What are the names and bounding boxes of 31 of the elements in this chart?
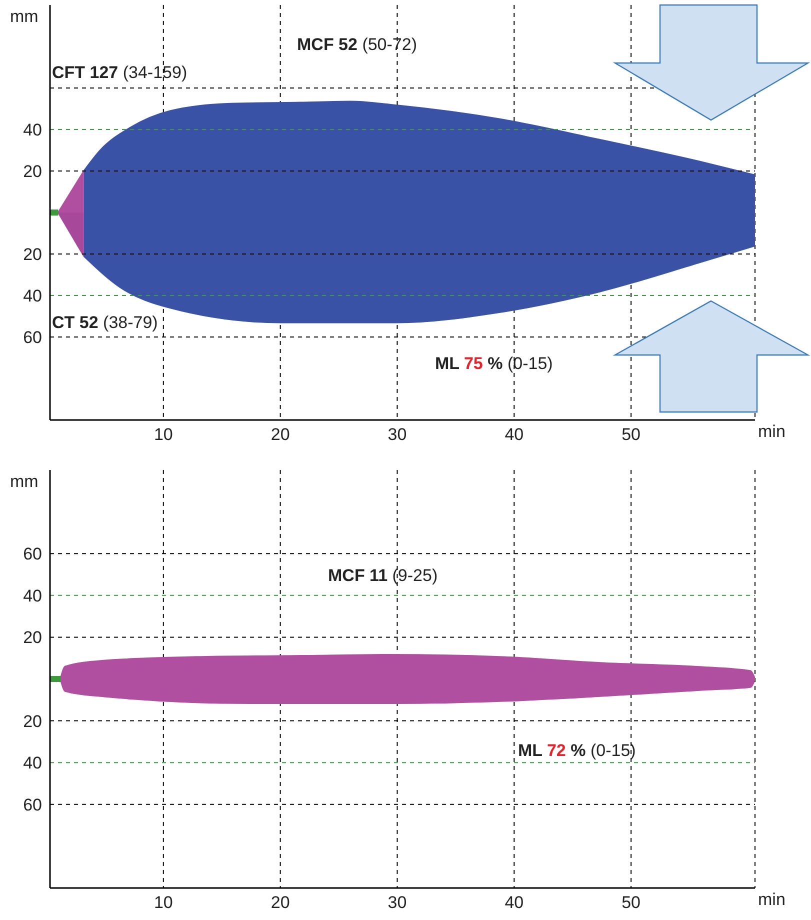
y-tick-label: 60 bbox=[23, 544, 42, 564]
x-tick-label: 30 bbox=[388, 425, 407, 444]
y-tick-label: 20 bbox=[23, 162, 42, 182]
annotation: CT 52 (38-79) bbox=[52, 312, 158, 334]
y-tick-label: 20 bbox=[23, 245, 42, 264]
x-tick-label: 20 bbox=[270, 893, 290, 912]
x-tick-label: 30 bbox=[388, 893, 407, 912]
y-tick-label: 40 bbox=[23, 286, 42, 306]
x-tick-label: 50 bbox=[622, 425, 641, 444]
y-tick-label: 40 bbox=[23, 120, 42, 140]
y-tick-label: 40 bbox=[23, 586, 42, 606]
x-tick-label: 10 bbox=[154, 893, 173, 912]
y-axis-title: mm bbox=[10, 7, 38, 27]
x-tick-label: 50 bbox=[622, 893, 641, 912]
x-tick-label: 40 bbox=[504, 893, 524, 912]
x-axis-title: min bbox=[758, 890, 786, 910]
annotation: MCF 11 (9-25) bbox=[328, 565, 438, 587]
annotation: MCF 52 (50-72) bbox=[297, 34, 417, 56]
annotation: ML 75 % (0-15) bbox=[435, 353, 553, 375]
y-tick-label: 60 bbox=[23, 328, 42, 348]
y-axis-title: mm bbox=[10, 472, 38, 492]
x-tick-label: 10 bbox=[154, 425, 173, 444]
y-tick-label: 60 bbox=[23, 795, 42, 814]
x-axis-title: min bbox=[758, 422, 786, 442]
x-tick-label: 40 bbox=[504, 425, 524, 444]
y-tick-label: 40 bbox=[23, 754, 42, 773]
y-tick-label: 20 bbox=[23, 628, 42, 648]
annotation: CFT 127 (34-159) bbox=[52, 62, 188, 84]
annotation: ML 72 % (0-15) bbox=[518, 740, 636, 762]
y-tick-label: 20 bbox=[23, 712, 42, 731]
x-tick-label: 20 bbox=[270, 425, 290, 444]
